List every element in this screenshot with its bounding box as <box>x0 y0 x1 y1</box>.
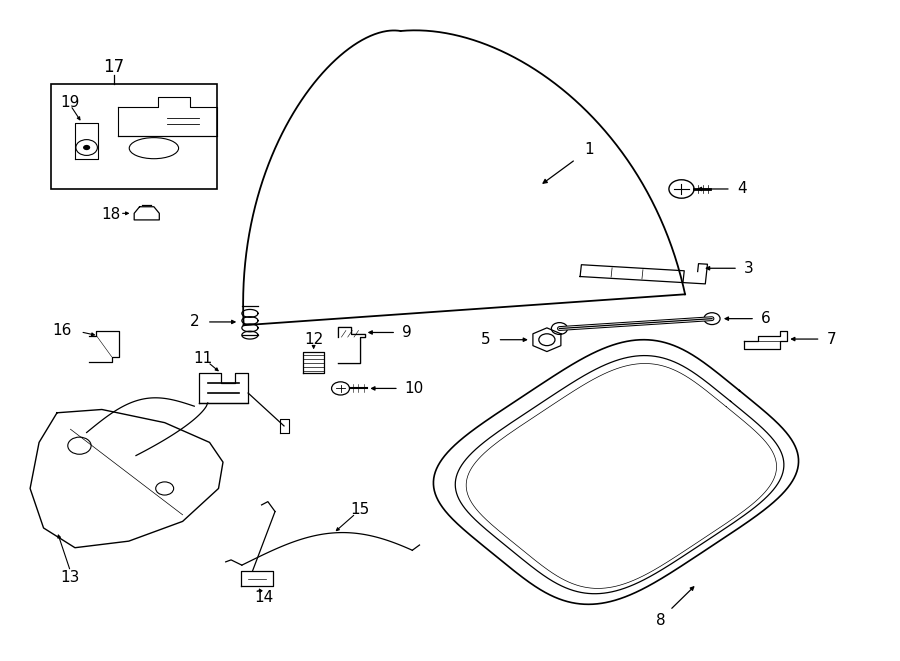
Polygon shape <box>338 327 364 364</box>
Circle shape <box>76 139 97 155</box>
Text: 18: 18 <box>101 207 121 222</box>
Text: 3: 3 <box>744 260 753 276</box>
Circle shape <box>552 323 568 334</box>
Ellipse shape <box>130 137 178 159</box>
Text: 7: 7 <box>826 332 836 346</box>
Text: 15: 15 <box>351 502 370 517</box>
Circle shape <box>156 482 174 495</box>
Text: 16: 16 <box>53 323 72 338</box>
Text: 17: 17 <box>104 58 124 75</box>
Text: 5: 5 <box>482 332 490 347</box>
Text: 10: 10 <box>404 381 424 396</box>
Circle shape <box>68 437 91 454</box>
Text: 13: 13 <box>61 570 80 585</box>
Text: 4: 4 <box>737 182 746 196</box>
Text: 2: 2 <box>190 315 199 329</box>
Text: 12: 12 <box>304 332 323 346</box>
Text: 8: 8 <box>656 613 666 627</box>
Text: 6: 6 <box>760 311 770 326</box>
Text: 9: 9 <box>402 325 412 340</box>
Text: 19: 19 <box>61 95 80 110</box>
Bar <box>50 84 217 189</box>
Circle shape <box>331 382 349 395</box>
Circle shape <box>704 313 720 325</box>
Circle shape <box>83 145 90 150</box>
Text: 1: 1 <box>584 142 594 157</box>
Text: 14: 14 <box>255 590 274 605</box>
Text: 11: 11 <box>194 350 213 366</box>
